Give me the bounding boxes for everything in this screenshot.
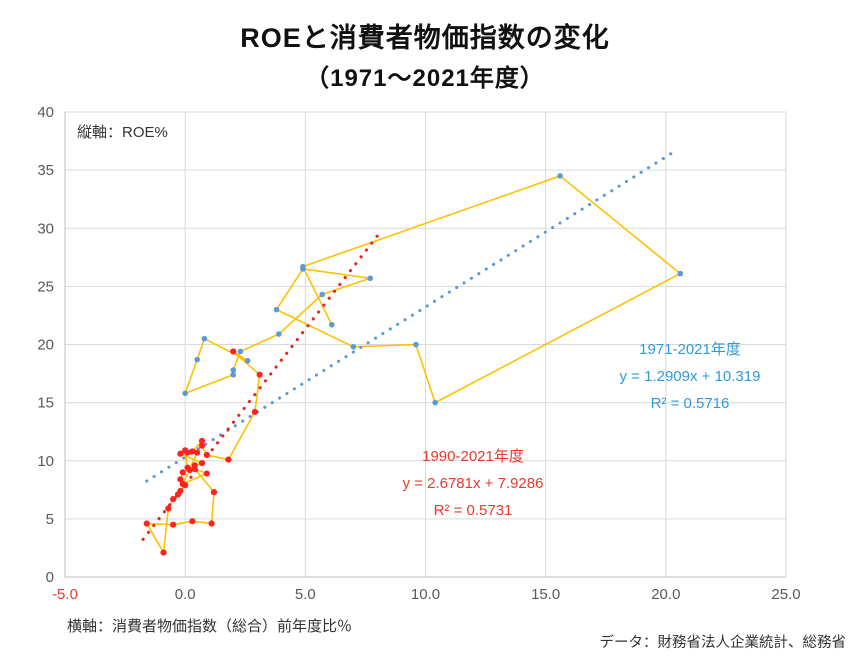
trendline-r-squared: R² = 0.5731 (433, 502, 513, 519)
data-point (198, 437, 206, 445)
trendline-period-label: 1990-2021年度 (422, 448, 524, 465)
data-point (251, 408, 258, 416)
data-point (230, 371, 237, 378)
y-tick-label: 35 (37, 162, 54, 179)
x-tick-label: 0.0 (175, 586, 196, 603)
chart-title: ROEと消費者物価指数の変化 (240, 23, 610, 53)
y-tick-label: 30 (37, 220, 54, 237)
data-point (198, 442, 206, 449)
data-point (201, 335, 208, 342)
y-tick-label: 25 (37, 278, 54, 295)
x-tick-label: 10.0 (411, 586, 440, 603)
y-tick-label: 10 (37, 453, 54, 470)
x-tick-label: -5.0 (52, 586, 78, 603)
data-point (276, 331, 282, 337)
data-point (170, 521, 177, 528)
data-point (170, 496, 177, 503)
data-source-note: データ：財務省法人企業統計、総務省 (599, 635, 847, 651)
data-point (194, 356, 200, 363)
data-point (177, 476, 184, 483)
x-tick-label: 20.0 (651, 586, 680, 603)
data-point (189, 518, 196, 525)
data-point (208, 520, 215, 527)
data-point (319, 291, 325, 298)
dotted-trendline (141, 232, 381, 541)
data-point (189, 448, 196, 455)
data-point (184, 464, 191, 471)
dotted-trendline (145, 150, 675, 483)
data-point (230, 348, 237, 355)
data-point (557, 173, 563, 179)
trendline-equation: y = 1.2909x + 10.319 (619, 368, 761, 385)
data-point (177, 450, 184, 457)
data-point (203, 470, 210, 477)
trendline-annotation-1971-2021: 1971-2021年度 y = 1.2909x + 10.319 R² = 0.… (590, 336, 790, 417)
data-point (165, 505, 172, 512)
trendline-annotation-1990-2021: 1990-2021年度 y = 2.6781x + 7.9286 R² = 0.… (373, 443, 573, 524)
data-point (210, 489, 218, 496)
data-point (182, 447, 189, 454)
data-point (328, 321, 335, 328)
data-point (432, 399, 438, 406)
y-tick-label: 20 (37, 337, 54, 354)
data-point (350, 344, 357, 350)
data-point (273, 306, 280, 313)
data-point (413, 341, 419, 348)
y-tick-label: 40 (37, 104, 54, 121)
data-point (194, 449, 201, 456)
data-point (191, 465, 198, 472)
data-point (225, 456, 232, 463)
y-tick-label: 0 (46, 569, 54, 586)
data-point (179, 469, 186, 476)
data-point (174, 491, 182, 498)
x-tick-label: 15.0 (531, 586, 560, 603)
data-point (244, 357, 251, 364)
data-point (182, 390, 188, 397)
trendline-period-label: 1971-2021年度 (639, 341, 741, 358)
y-axis-note: 縦軸：ROE% (77, 124, 168, 141)
data-point (300, 266, 306, 272)
data-point (143, 520, 150, 527)
data-point (367, 275, 374, 282)
x-tick-label: 5.0 (295, 586, 316, 603)
data-point (230, 367, 237, 373)
chart-subtitle: （1971～2021年度） (305, 65, 545, 92)
trendline-equation: y = 2.6781x + 7.9286 (402, 475, 544, 492)
x-tick-label: 25.0 (771, 586, 800, 603)
trendline-r-squared: R² = 0.5716 (650, 395, 730, 412)
data-point (237, 348, 244, 355)
y-tick-label: 5 (46, 511, 54, 528)
data-point (179, 480, 186, 488)
y-tick-label: 15 (37, 395, 54, 412)
data-point (677, 270, 684, 277)
data-point (160, 549, 167, 556)
x-axis-label: 横軸：消費者物価指数（総合）前年度比％ (67, 618, 353, 635)
data-point (256, 371, 263, 378)
data-point (203, 451, 210, 459)
data-point (198, 459, 206, 467)
